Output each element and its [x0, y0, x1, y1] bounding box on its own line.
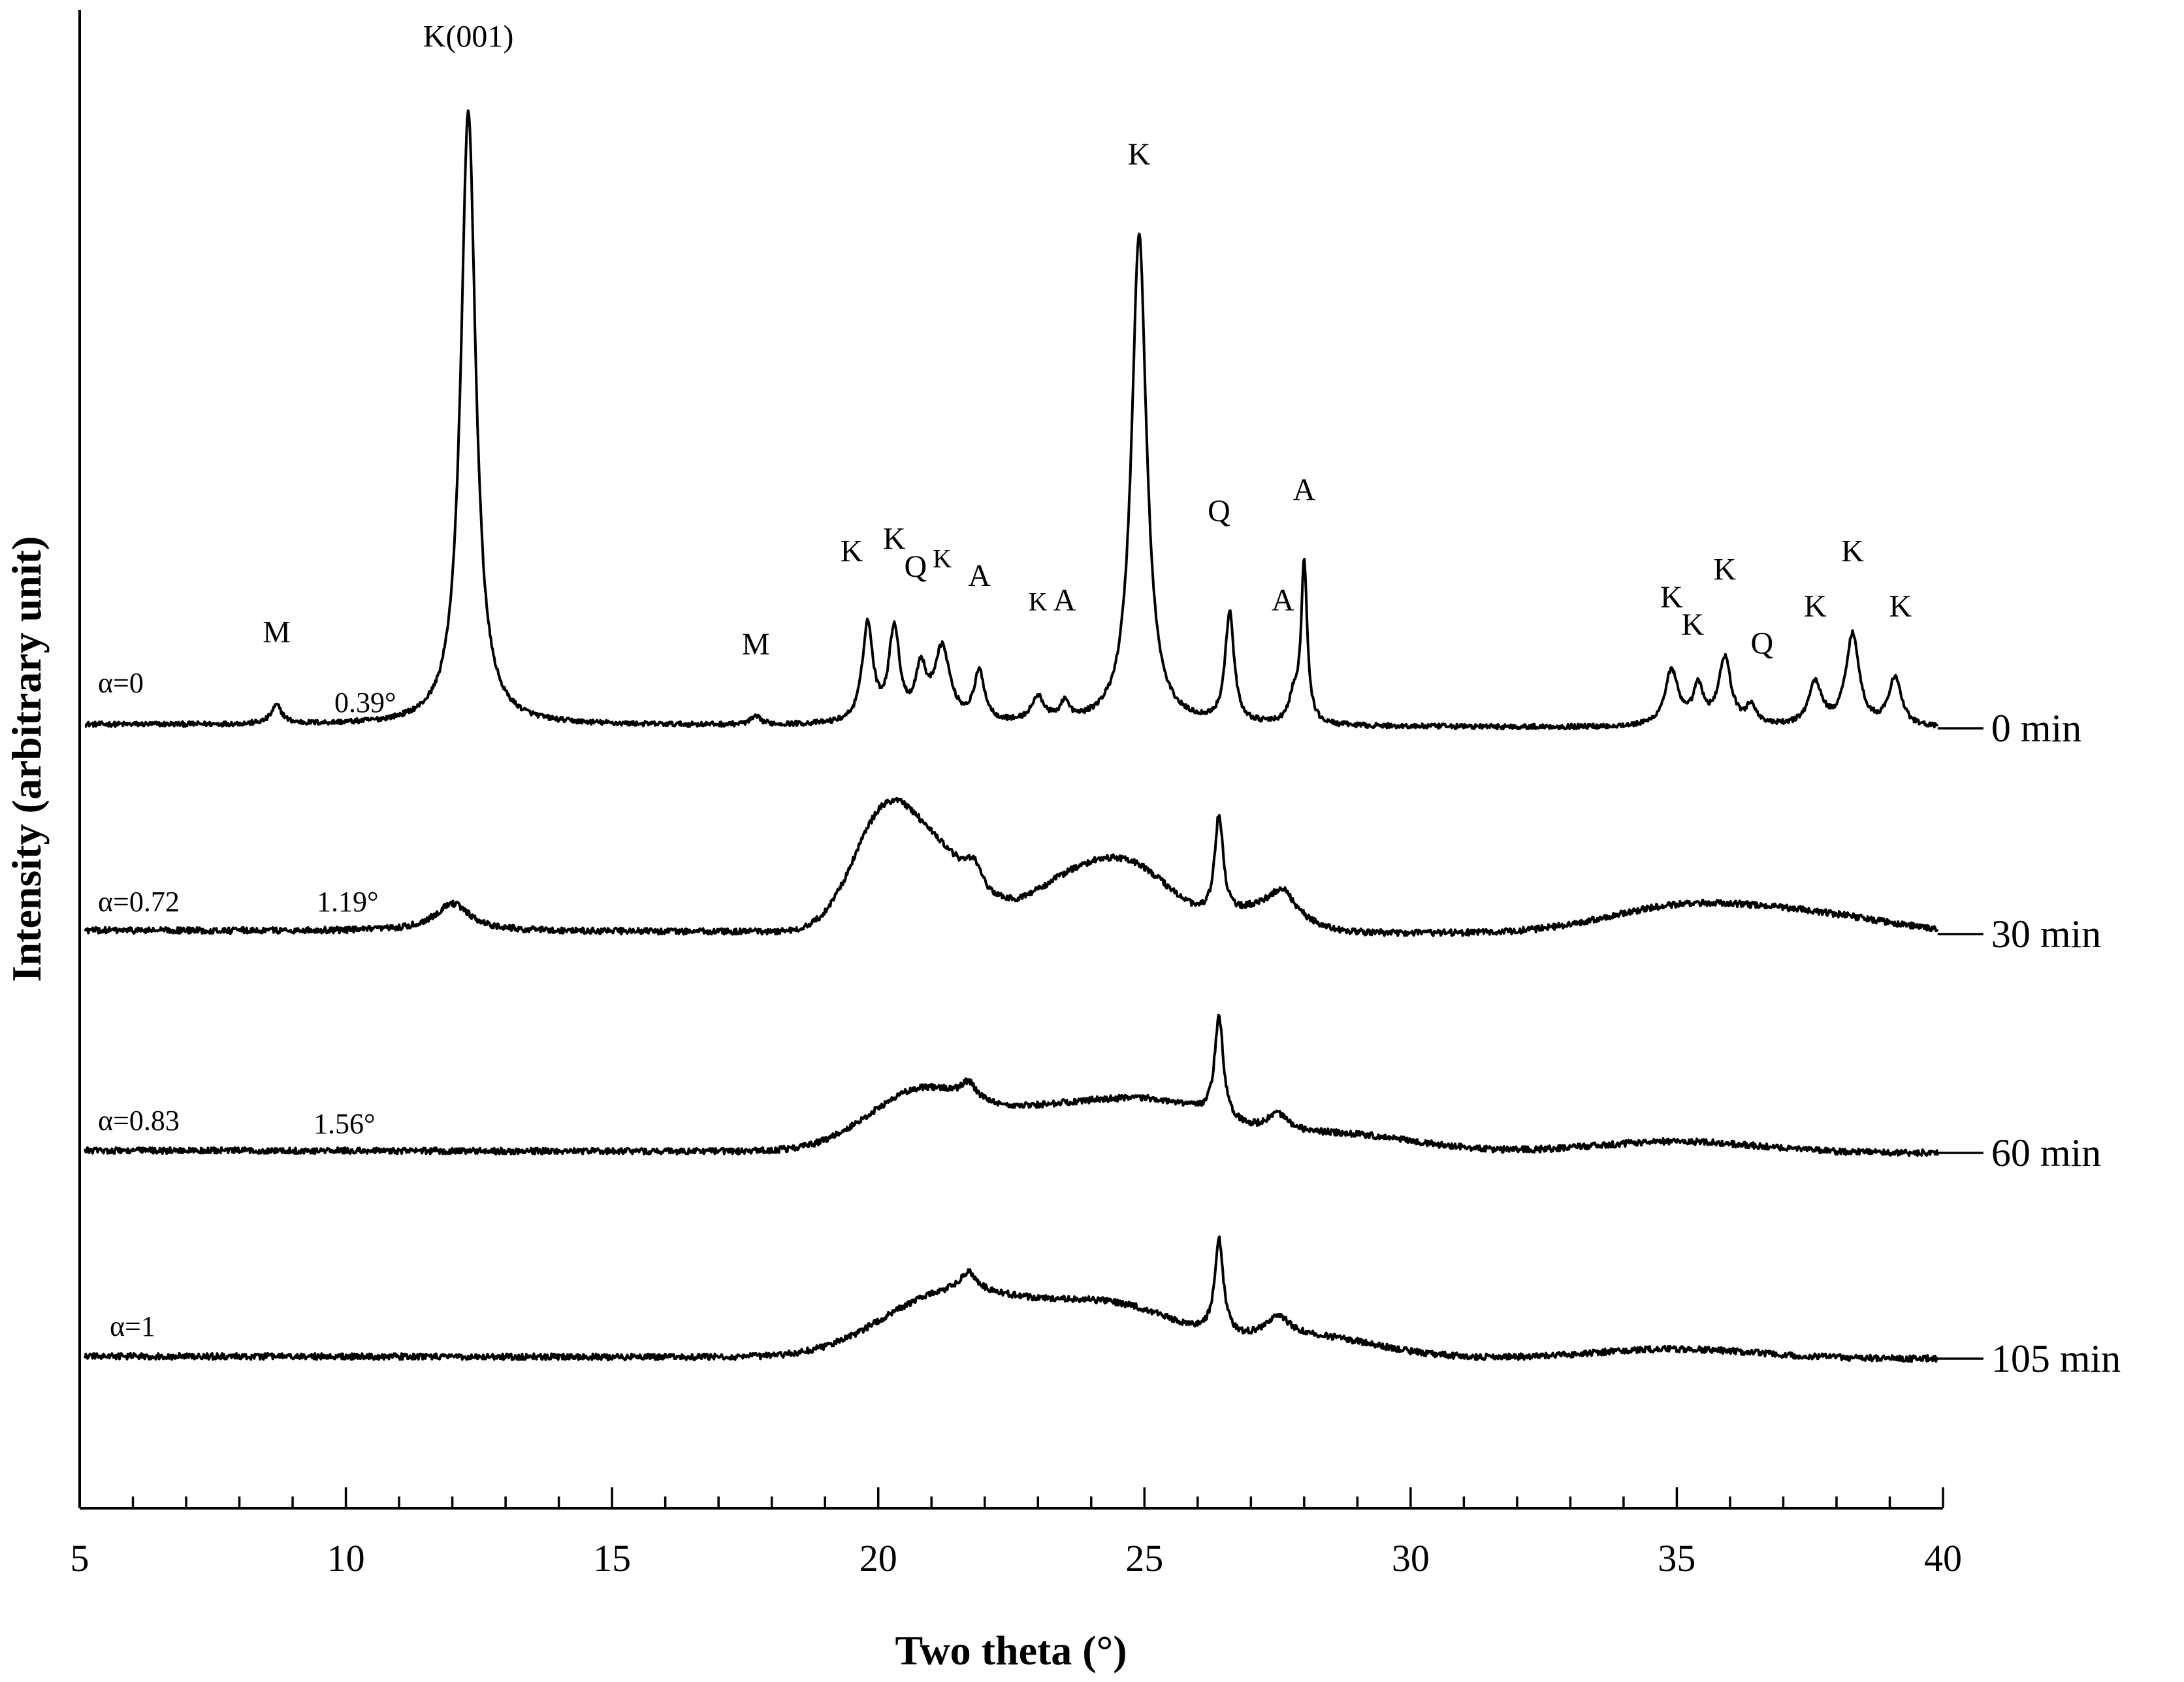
traces: [84, 109, 1939, 1363]
series-time-label: 105 min: [1991, 1337, 2121, 1380]
x-tick-label: 30: [1392, 1537, 1430, 1579]
xrd-trace-105-min: [84, 1235, 1939, 1363]
alpha-label: α=0.83: [98, 1105, 180, 1137]
peak-label: M: [742, 627, 770, 662]
x-ticks: [78, 1487, 1944, 1508]
alpha-label: α=1: [110, 1310, 155, 1342]
peak-label: Q: [1208, 494, 1230, 528]
axes: 5 10 15 20 25 30 35 40: [71, 10, 1963, 1579]
peak-label: K: [841, 534, 863, 568]
xrd-trace-0-min: [84, 109, 1939, 730]
peak-label: A: [1293, 472, 1315, 507]
x-tick-label: 40: [1924, 1537, 1962, 1579]
peak-label: A: [968, 558, 991, 593]
peak-label: M: [263, 615, 291, 649]
y-axis-title: Intensity (arbitrary unit): [3, 536, 50, 982]
series-time-label: 60 min: [1991, 1131, 2101, 1174]
peak-label: K: [933, 544, 952, 574]
peak-label: K: [883, 522, 906, 557]
x-tick-label: 25: [1125, 1537, 1163, 1579]
xrd-trace-60-min: [84, 1013, 1939, 1157]
x-tick-label: 35: [1658, 1537, 1695, 1579]
fwhm-label: 0.39°: [334, 687, 396, 719]
x-tick-label: 5: [71, 1537, 89, 1579]
peak-label: Q: [1751, 626, 1774, 660]
peak-label: A: [1053, 583, 1076, 618]
peak-label: K: [1841, 534, 1864, 568]
peak-label: Q: [904, 549, 927, 584]
alpha-label: α=0.72: [98, 886, 180, 918]
peak-label: K: [1128, 137, 1151, 172]
x-axis-title: Two theta (°): [895, 1627, 1127, 1674]
peak-label: K(001): [423, 20, 514, 54]
peak-label: K: [1889, 589, 1912, 624]
x-tick-label: 20: [859, 1537, 897, 1579]
x-tick-labels: 5 10 15 20 25 30 35 40: [71, 1537, 1963, 1579]
peak-label: A: [1272, 583, 1294, 618]
peak-label: K: [1804, 589, 1827, 624]
peak-label: K: [1682, 607, 1705, 642]
fwhm-label: 1.56°: [313, 1108, 376, 1140]
x-tick-label: 10: [327, 1537, 365, 1579]
series-time-label: 30 min: [1991, 913, 2101, 956]
peak-label: K: [1713, 553, 1736, 587]
peak-label: K: [1660, 580, 1683, 615]
fwhm-label: 1.19°: [317, 886, 379, 918]
xrd-trace-30-min: [84, 796, 1939, 937]
x-tick-label: 15: [593, 1537, 631, 1579]
peak-label: K: [1029, 587, 1048, 617]
alpha-label: α=0: [98, 667, 144, 699]
series-time-label: 0 min: [1991, 707, 2081, 750]
